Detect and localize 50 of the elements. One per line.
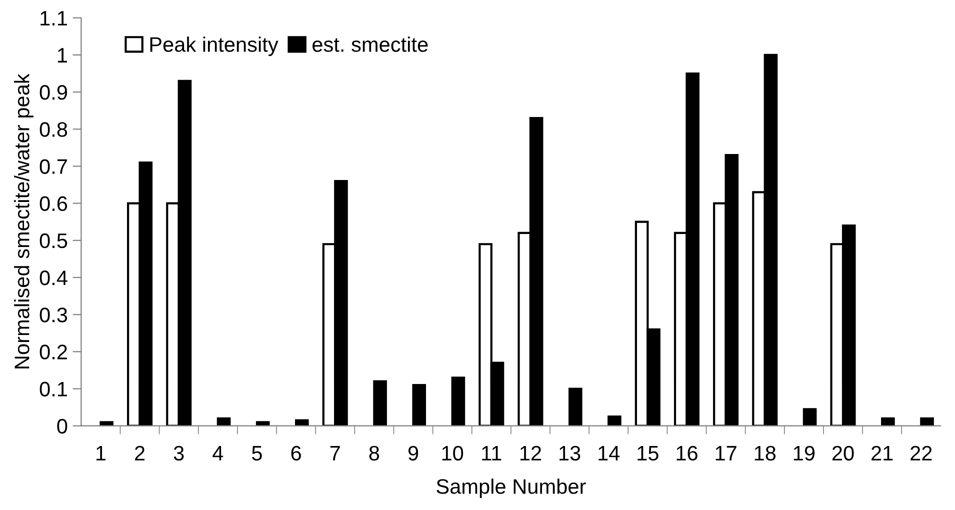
bar <box>608 416 622 426</box>
bar <box>216 417 231 426</box>
y-tick-label: 1.1 <box>40 11 67 26</box>
bar <box>100 421 114 426</box>
x-tick-label: 18 <box>754 446 776 461</box>
y-tick-label: 0.8 <box>40 122 68 137</box>
x-tick-label: 12 <box>520 446 541 460</box>
x-tick-label: 1 <box>96 446 106 460</box>
legend-label: est. smectite <box>312 36 428 52</box>
y-tick-label: 0.9 <box>40 85 67 100</box>
x-tick-label: 8 <box>369 446 380 461</box>
y-tick-label: 0 <box>57 418 68 434</box>
y-tick-label: 0.3 <box>40 308 68 322</box>
x-tick-label: 16 <box>676 446 698 461</box>
x-tick-label: 7 <box>330 446 340 460</box>
x-tick-label: 14 <box>598 446 620 460</box>
y-axis-title: Normalised smectite/water peak <box>14 74 34 368</box>
bar <box>881 417 895 426</box>
x-tick-label: 5 <box>252 446 262 461</box>
x-tick-label: 9 <box>408 446 418 461</box>
bar <box>256 421 270 426</box>
x-axis-title: Sample Number <box>436 478 586 498</box>
bar <box>412 384 426 426</box>
x-tick-label: 11 <box>482 446 502 460</box>
y-tick-label: 0.1 <box>40 382 67 397</box>
bar <box>920 417 934 426</box>
bar <box>373 380 387 426</box>
x-tick-label: 6 <box>291 446 301 461</box>
y-tick-label: 0.5 <box>40 233 68 248</box>
x-tick-label: 3 <box>174 446 184 461</box>
x-tick-label: 21 <box>872 446 893 460</box>
y-tick-label: 1 <box>58 48 67 62</box>
y-tick-label: 0.7 <box>40 159 67 174</box>
bar <box>802 408 817 426</box>
y-tick-label: 0.2 <box>40 344 67 360</box>
x-tick-label: 22 <box>910 446 932 460</box>
x-tick-label: 10 <box>442 446 464 461</box>
legend-label: Peak intensity <box>150 36 278 56</box>
x-tick-label: 19 <box>794 446 815 461</box>
x-tick-label: 2 <box>135 446 145 460</box>
x-tick-label: 13 <box>560 446 580 461</box>
y-tick-label: 0.6 <box>40 196 68 212</box>
x-tick-label: 4 <box>212 446 224 460</box>
bar <box>568 388 582 426</box>
x-tick-label: 15 <box>638 446 658 461</box>
bar <box>451 376 466 426</box>
y-tick-label: 0.4 <box>40 270 68 286</box>
x-tick-label: 17 <box>716 446 736 460</box>
x-tick-label: 20 <box>832 446 854 461</box>
bar <box>295 419 309 426</box>
